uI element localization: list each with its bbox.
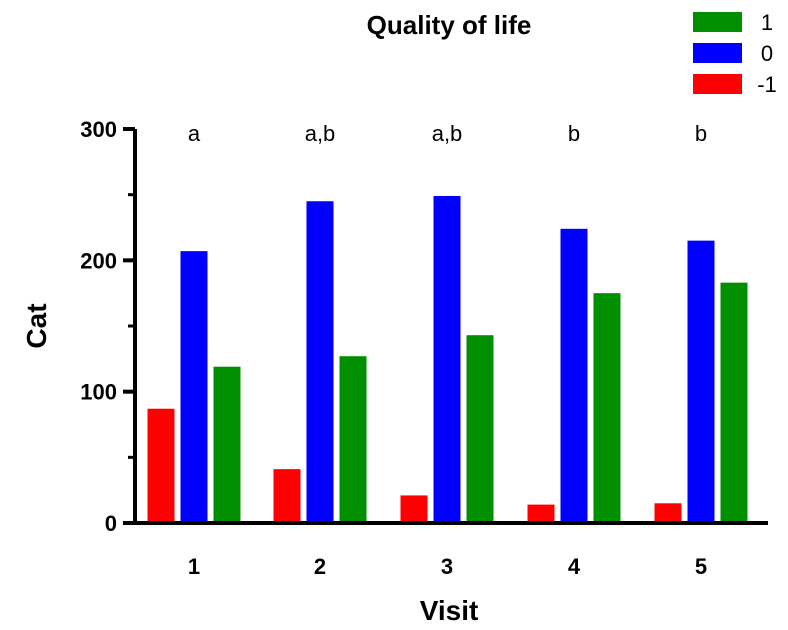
bar-series-0-visit-5	[687, 240, 715, 523]
legend: 1 0 -1	[693, 10, 777, 97]
x-axis-title: Visit	[420, 595, 479, 626]
legend-label: -1	[757, 72, 777, 97]
bar-series--1-visit-1	[147, 408, 175, 523]
bar-series-1-visit-4	[593, 293, 621, 523]
x-tick-label: 3	[441, 554, 453, 579]
legend-swatch	[693, 74, 742, 94]
bars	[147, 195, 748, 524]
bar-series--1-visit-4	[527, 504, 555, 523]
bar-series-1-visit-2	[339, 356, 367, 523]
y-axis-title: Cat	[21, 303, 52, 348]
y-tick-label: 0	[105, 511, 117, 536]
y-tick-label: 100	[80, 380, 117, 405]
x-tick-label: 1	[188, 554, 200, 579]
x-axis: 1 2 3 4 5	[133, 521, 768, 579]
significance-label: b	[695, 121, 707, 146]
bar-series-0-visit-1	[180, 251, 208, 523]
y-tick-label: 200	[80, 248, 117, 273]
bar-series-1-visit-5	[720, 282, 748, 523]
significance-annotations: a a,b a,b b b	[188, 121, 707, 146]
y-tick-label: 300	[80, 117, 117, 142]
significance-label: a,b	[432, 121, 463, 146]
legend-swatch	[693, 12, 742, 32]
legend-label: 0	[761, 41, 773, 66]
bar-series-1-visit-3	[466, 335, 494, 523]
bar-series--1-visit-2	[273, 469, 301, 523]
x-tick-label: 2	[314, 554, 326, 579]
bar-series--1-visit-5	[654, 503, 682, 523]
legend-label: 1	[761, 10, 773, 35]
significance-label: a	[188, 121, 201, 146]
legend-swatch	[693, 43, 742, 63]
significance-label: a,b	[305, 121, 336, 146]
x-tick-label: 4	[568, 554, 581, 579]
bar-series-0-visit-4	[560, 228, 588, 523]
significance-label: b	[568, 121, 580, 146]
bar-series-0-visit-3	[433, 195, 461, 524]
bar-series--1-visit-3	[400, 495, 428, 523]
bar-series-0-visit-2	[306, 201, 334, 523]
x-tick-label: 5	[695, 554, 707, 579]
y-axis: 0 100 200 300	[80, 117, 137, 536]
bar-series-1-visit-1	[213, 366, 241, 523]
chart-title: Quality of life	[367, 10, 532, 40]
